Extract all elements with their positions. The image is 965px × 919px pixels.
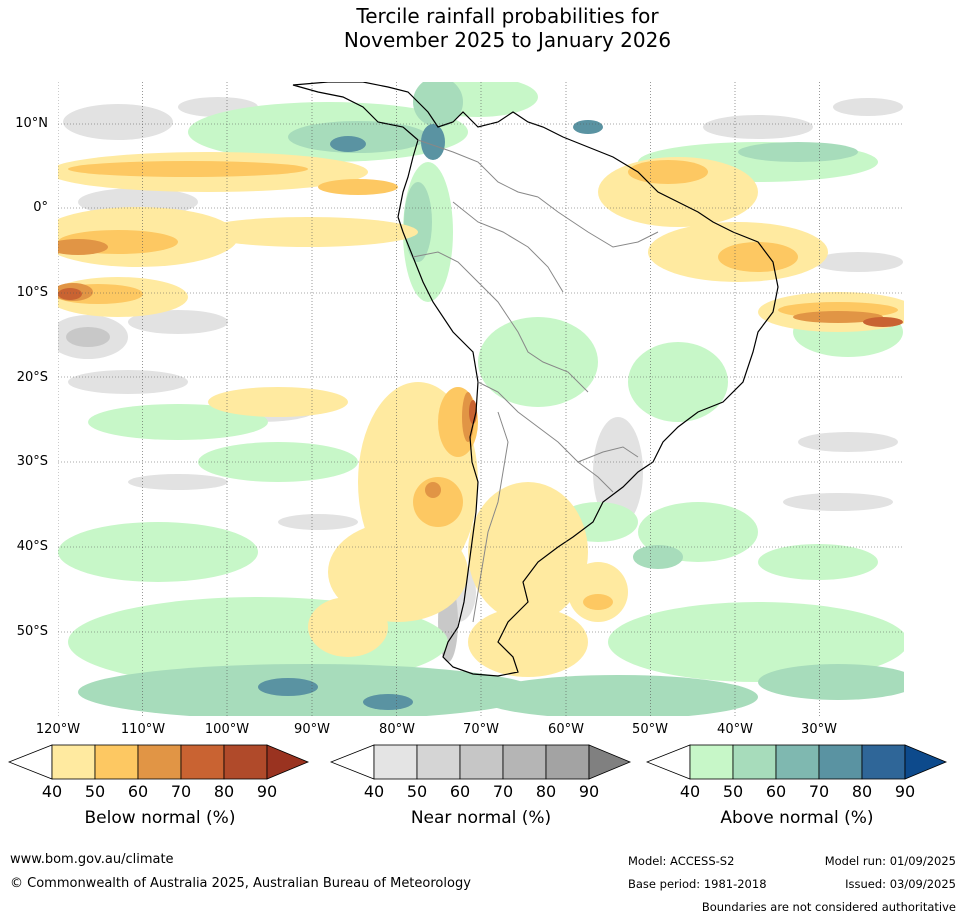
colorbar-tick-label: 80 (851, 782, 873, 801)
lon-label-70w: 70°W (463, 722, 499, 737)
colorbar-swatch (732, 744, 777, 780)
colorbar-above (645, 744, 948, 786)
map-title-line2: November 2025 to January 2026 (343, 28, 672, 52)
lat-label-0: 0° (33, 200, 48, 215)
colorbar-tick-label: 50 (406, 782, 428, 801)
colorbar-swatch (459, 744, 504, 780)
colorbar-near-title: Near normal (%) (410, 808, 552, 828)
colorbar-swatch (223, 744, 268, 780)
colorbar-high-arrow (588, 744, 632, 780)
colorbar-tick-label: 60 (449, 782, 471, 801)
footer-model-run: Model run: 01/09/2025 (824, 854, 956, 868)
colorbar-low-arrow (7, 744, 53, 780)
colorbar-low-arrow (645, 744, 691, 780)
lat-label-20s: 20°S (16, 370, 48, 385)
lon-label-50w: 50°W (632, 722, 668, 737)
colorbar-below-swatches (7, 744, 310, 780)
graticule (58, 82, 904, 716)
colorbar-swatch (51, 744, 96, 780)
colorbar-tick-label: 40 (41, 782, 63, 801)
lon-label-40w: 40°W (717, 722, 753, 737)
colorbar-below-title: Below normal (%) (84, 808, 236, 828)
lat-label-10n: 10°N (15, 116, 48, 131)
colorbar-tick-label: 60 (765, 782, 787, 801)
colorbar-high-arrow (266, 744, 310, 780)
lat-label-40s: 40°S (16, 539, 48, 554)
colorbar-swatch (502, 744, 547, 780)
lon-label-110w: 110°W (120, 722, 166, 737)
lat-label-10s: 10°S (16, 285, 48, 300)
colorbar-swatch (775, 744, 820, 780)
country-borders (412, 139, 659, 623)
lon-label-30w: 30°W (801, 722, 837, 737)
colorbar-high-arrow (904, 744, 948, 780)
colorbar-tick-label: 50 (722, 782, 744, 801)
lat-label-50s: 50°S (16, 624, 48, 639)
footer-issued: Issued: 03/09/2025 (845, 877, 956, 891)
lon-label-90w: 90°W (294, 722, 330, 737)
colorbar-near (329, 744, 632, 786)
colorbar-tick-label: 80 (535, 782, 557, 801)
colorbar-below (7, 744, 310, 786)
colorbar-tick-label: 70 (170, 782, 192, 801)
colorbar-tick-label: 80 (213, 782, 235, 801)
colorbar-swatch (545, 744, 590, 780)
footer-base-period: Base period: 1981-2018 (628, 877, 767, 891)
colorbar-swatch (94, 744, 139, 780)
colorbar-swatch (180, 744, 225, 780)
footer-disclaimer: Boundaries are not considered authoritat… (701, 900, 956, 914)
colorbar-swatch (137, 744, 182, 780)
colorbar-swatch (861, 744, 906, 780)
map-title: Tercile rainfall probabilities for Novem… (0, 4, 965, 52)
colorbar-tick-label: 40 (363, 782, 385, 801)
colorbar-tick-label: 90 (894, 782, 916, 801)
map-title-line1: Tercile rainfall probabilities for (356, 4, 659, 28)
footer-copyright: © Commonwealth of Australia 2025, Austra… (10, 876, 471, 891)
colorbar-tick-label: 70 (808, 782, 830, 801)
rainfall-map (58, 82, 904, 716)
colorbar-swatch (818, 744, 863, 780)
footer-model: Model: ACCESS-S2 (628, 854, 735, 868)
lat-label-30s: 30°S (16, 454, 48, 469)
colorbar-swatch (416, 744, 461, 780)
footer-website: www.bom.gov.au/climate (10, 852, 174, 867)
colorbar-tick-label: 50 (84, 782, 106, 801)
colorbar-above-swatches (645, 744, 948, 780)
colorbar-tick-label: 40 (679, 782, 701, 801)
colorbar-swatch (689, 744, 734, 780)
lon-label-60w: 60°W (548, 722, 584, 737)
map-panel (58, 82, 904, 716)
lon-label-80w: 80°W (379, 722, 415, 737)
colorbar-swatch (373, 744, 418, 780)
colorbar-tick-label: 90 (256, 782, 278, 801)
colorbar-near-swatches (329, 744, 632, 780)
colorbar-tick-label: 70 (492, 782, 514, 801)
coastlines (292, 82, 779, 677)
colorbar-above-title: Above normal (%) (720, 808, 874, 828)
probability-field (58, 82, 904, 716)
lon-label-120w: 120°W (35, 722, 81, 737)
colorbar-tick-label: 60 (127, 782, 149, 801)
lon-label-100w: 100°W (204, 722, 250, 737)
colorbar-low-arrow (329, 744, 375, 780)
colorbar-tick-label: 90 (578, 782, 600, 801)
